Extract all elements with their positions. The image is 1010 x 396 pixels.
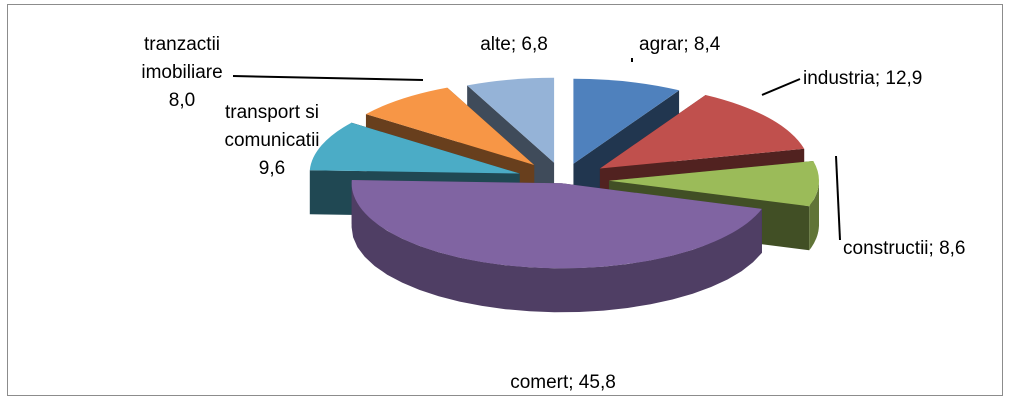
slice-top-tranzactii imobiliare xyxy=(365,87,535,165)
data-label-3: comert; 45,8 xyxy=(510,372,616,393)
label-line: imobiliare xyxy=(141,62,222,83)
data-label-5: tranzactii imobiliare 8,0 xyxy=(141,34,222,111)
data-label-0: agrar; 8,4 xyxy=(639,34,721,55)
slice-top-comert xyxy=(351,180,762,269)
label-line: tranzactii xyxy=(144,34,220,55)
label-line: comunicatii xyxy=(224,130,319,151)
slice-top-industria xyxy=(599,95,805,169)
slice-wall xyxy=(351,183,762,313)
pie-slice-3 xyxy=(351,179,762,313)
data-label-2: constructii; 8,6 xyxy=(843,238,966,259)
slice-side xyxy=(573,90,680,208)
data-label-6: alte; 6,8 xyxy=(480,34,548,55)
leader-line xyxy=(232,75,424,81)
pie-slice-0 xyxy=(573,78,680,208)
slice-top-alte xyxy=(467,77,555,163)
label-line: transport si xyxy=(225,102,319,123)
slice-top-transport si comunicatii xyxy=(309,122,520,174)
slice-top-constructii xyxy=(608,161,819,207)
data-label-4: transport si comunicatii 9,6 xyxy=(224,102,319,179)
slice-wall xyxy=(809,180,819,251)
slice-top-agrar xyxy=(573,78,680,164)
data-label-1: industria; 12,9 xyxy=(803,68,922,89)
label-line: 9,6 xyxy=(259,158,285,179)
leader-line xyxy=(761,78,801,96)
label-line: 8,0 xyxy=(169,90,195,111)
leader-line xyxy=(835,155,841,241)
